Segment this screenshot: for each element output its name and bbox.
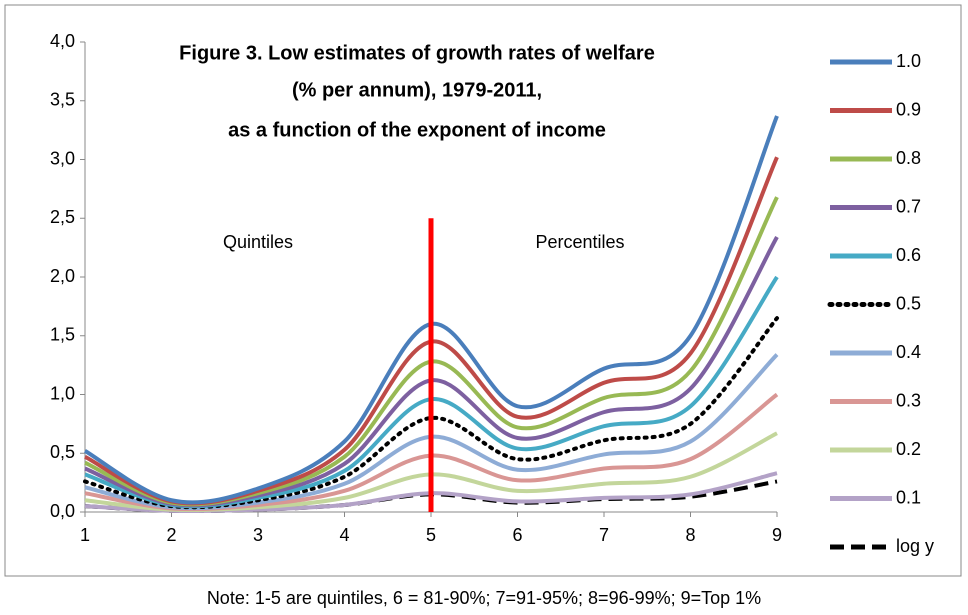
x-tick-label: 6: [512, 525, 522, 545]
legend-label: 0.3: [896, 390, 921, 410]
x-tick-label: 2: [166, 525, 176, 545]
legend-label: 1.0: [896, 51, 921, 71]
legend-label: 0.9: [896, 99, 921, 119]
x-tick-label: 3: [253, 525, 263, 545]
chart-frame: [4, 4, 962, 577]
y-tick-label: 2,0: [50, 266, 75, 286]
y-tick-label: 0,0: [50, 501, 75, 521]
x-tick-label: 5: [426, 525, 436, 545]
x-tick-label: 9: [772, 525, 782, 545]
legend-label: 0.4: [896, 342, 921, 362]
y-tick-label: 3,5: [50, 90, 75, 110]
legend-label: 0.2: [896, 439, 921, 459]
chart-title: (% per annum), 1979-2011,: [292, 79, 542, 101]
legend-label: 0.6: [896, 245, 921, 265]
x-tick-label: 4: [339, 525, 349, 545]
legend-label: log y: [896, 536, 934, 556]
annotation: Percentiles: [535, 232, 624, 252]
y-tick-label: 1,5: [50, 325, 75, 345]
note: Note: 1-5 are quintiles, 6 = 81-90%; 7=9…: [207, 588, 761, 608]
y-tick-label: 3,0: [50, 148, 75, 168]
x-tick-label: 7: [599, 525, 609, 545]
legend-label: 0.5: [896, 293, 921, 313]
legend-label: 0.1: [896, 487, 921, 507]
y-tick-label: 2,5: [50, 207, 75, 227]
y-tick-label: 0,5: [50, 442, 75, 462]
legend-label: 0.7: [896, 196, 921, 216]
annotation: Quintiles: [223, 232, 293, 252]
chart-title: as a function of the exponent of income: [228, 119, 606, 141]
y-tick-label: 1,0: [50, 383, 75, 403]
chart-title: Figure 3. Low estimates of growth rates …: [179, 42, 655, 64]
series-line: [83, 115, 779, 505]
x-tick-label: 8: [685, 525, 695, 545]
x-tick-label: 1: [80, 525, 90, 545]
y-tick-label: 4,0: [50, 31, 75, 51]
legend-label: 0.8: [896, 148, 921, 168]
